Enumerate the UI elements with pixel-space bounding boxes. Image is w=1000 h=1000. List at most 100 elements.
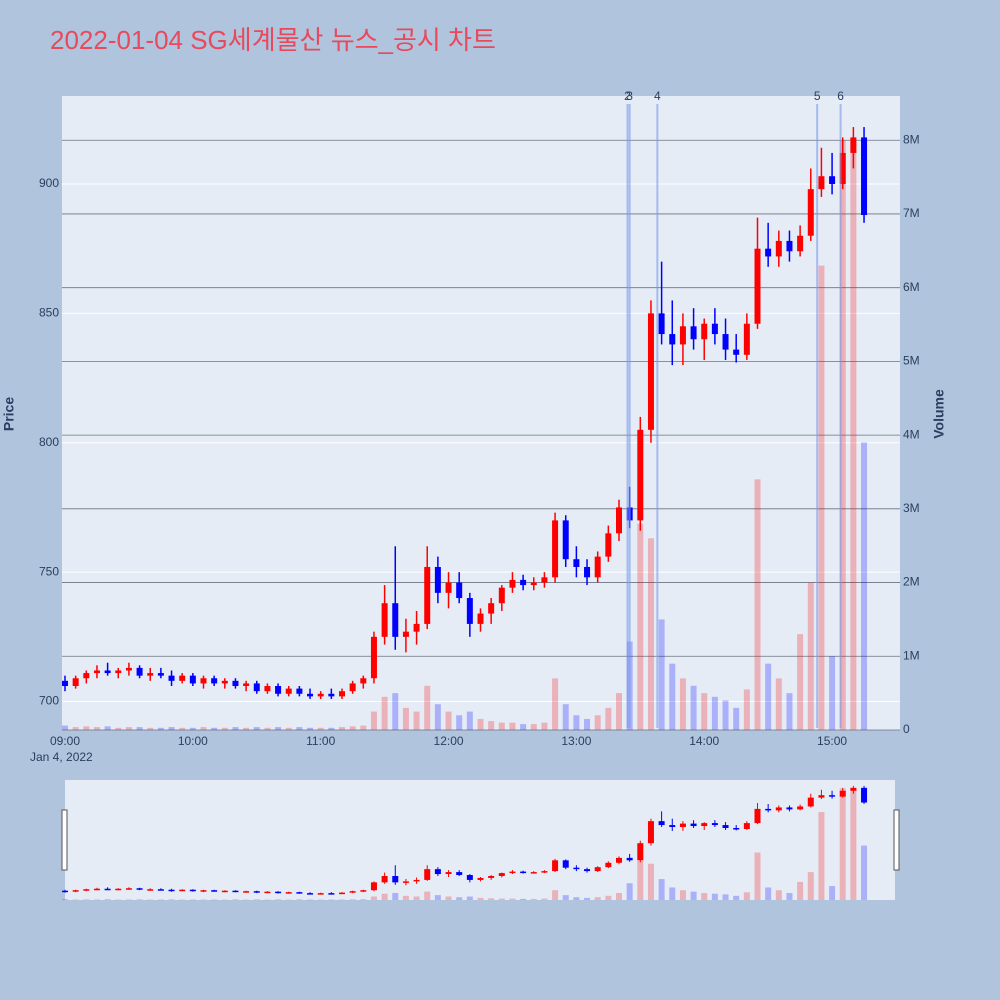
annotation-label: 3 [626, 89, 633, 103]
volume-bar [349, 726, 356, 730]
volume-bar [456, 715, 463, 730]
candle-body [275, 686, 282, 694]
volume-bar [477, 718, 484, 730]
slider-volume-bar [754, 852, 761, 900]
candle-body [658, 313, 665, 335]
candle-body [296, 688, 303, 694]
slider-candle-body [349, 891, 356, 893]
slider-volume-bar [200, 899, 207, 900]
candle-body [839, 152, 846, 184]
candle-body [498, 587, 505, 604]
slider-candle-body [125, 888, 132, 890]
volume-bar [765, 663, 772, 730]
volume-bar [275, 727, 282, 730]
slider-volume-bar [530, 898, 537, 900]
volume-bar [605, 707, 612, 730]
candle-body [83, 673, 90, 679]
volume-bar [541, 722, 548, 730]
slider-candle-body [637, 843, 644, 861]
slider-volume-bar [275, 899, 282, 900]
volume-bar [488, 721, 495, 730]
slider-candle-body [850, 787, 857, 791]
y-tick-label: 750 [39, 564, 59, 578]
candle-body [733, 349, 740, 355]
slider-candle-body [690, 823, 697, 827]
volume-bar [775, 678, 782, 730]
volume-bar [861, 442, 868, 730]
slider-volume-bar [733, 895, 740, 900]
slider-volume-bar [211, 899, 218, 901]
y2-axis-title: Volume [931, 389, 947, 439]
slider-volume-bar [850, 788, 857, 900]
slider-candle-body [307, 893, 314, 895]
y2-tick-label: 3M [903, 501, 920, 515]
slider-candle-body [530, 872, 537, 874]
y2-tick-label: 6M [903, 280, 920, 294]
volume-bar [722, 700, 729, 730]
slider-volume-bar [136, 899, 143, 900]
slider-handle-left[interactable] [61, 809, 68, 871]
slider-volume-bar [743, 892, 750, 900]
slider-volume-bar [701, 893, 708, 900]
slider-volume-bar [360, 899, 367, 900]
slider-candle-body [605, 862, 612, 868]
range-slider[interactable] [65, 780, 895, 900]
slider-volume-bar [647, 863, 654, 900]
slider-volume-bar [839, 788, 846, 900]
candle-body [509, 579, 516, 588]
annotation-label: 6 [837, 89, 844, 103]
volume-bar [115, 727, 122, 730]
candle-body [647, 313, 654, 430]
candle-body [349, 683, 356, 692]
slider-candle-body [211, 890, 218, 892]
slider-volume-bar [552, 890, 559, 900]
slider-candle-body [189, 889, 196, 892]
volume-bar [317, 727, 324, 730]
candle-body [797, 235, 804, 252]
slider-volume-bar [349, 899, 356, 900]
candle-body [413, 623, 420, 632]
candle-body [317, 693, 324, 697]
slider-candle-body [797, 806, 804, 810]
y2-tick-label: 7M [903, 206, 920, 220]
plot-area [62, 96, 900, 730]
candle-body [402, 631, 409, 637]
slider-candle-body [83, 889, 90, 891]
candle-body [616, 507, 622, 534]
slider-volume-bar [307, 899, 314, 901]
slider-candle-body [402, 881, 409, 883]
candle-body [562, 520, 569, 560]
slider-candle-body [552, 860, 559, 872]
slider-volume-bar [264, 899, 271, 901]
slider-volume-bar [477, 897, 484, 900]
y-tick-label: 700 [39, 694, 59, 708]
slider-candle-body [136, 888, 143, 890]
volume-bar [647, 538, 654, 730]
y2-tick-label: 5M [903, 354, 920, 368]
volume-bar [637, 523, 644, 730]
volume-bar [669, 663, 676, 730]
slider-candle-body [722, 825, 729, 828]
slider-candle-body [243, 891, 250, 893]
slider-volume-bar [381, 893, 388, 900]
slider-handle-right[interactable] [893, 809, 900, 871]
slider-candle-body [679, 823, 686, 828]
slider-candle-body [711, 823, 718, 826]
volume-bar [221, 727, 228, 730]
slider-candle-body [296, 892, 303, 894]
volume-bar [168, 727, 175, 730]
y2-tick-label: 4M [903, 427, 920, 441]
volume-bar [136, 727, 143, 730]
candle-body [488, 603, 495, 614]
x-date-label: Jan 4, 2022 [30, 750, 93, 764]
slider-volume-bar [189, 899, 196, 901]
candle-body [765, 248, 772, 257]
volume-bar [157, 727, 164, 730]
slider-candle-body [775, 807, 782, 811]
volume-bar [679, 678, 686, 730]
slider-candle-body [381, 876, 388, 883]
slider-volume-bar [392, 893, 399, 900]
candle-body [221, 680, 228, 684]
volume-bar [434, 704, 441, 730]
